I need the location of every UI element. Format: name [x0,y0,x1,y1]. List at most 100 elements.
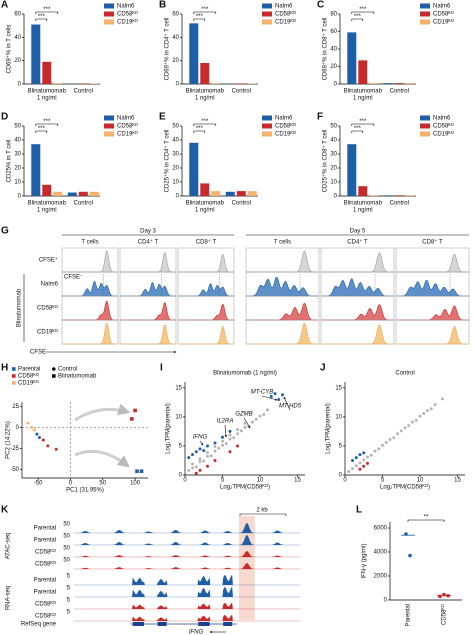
legend-label: CD58ᴷᴼ [18,373,39,380]
y-tick-label: 40 [14,35,21,41]
significance-bracket [351,130,364,133]
panel-label: C [317,0,324,11]
annotation: MT-CYB [251,390,273,396]
legend-marker [52,367,56,371]
point [206,444,209,448]
y-tick-label: 6000 [374,526,388,532]
gate-label: CFSE⁻ [64,275,83,281]
legend-label: CD19ᴷᴼ [275,131,296,138]
panel-label: J [320,363,326,374]
panel-label: D [1,112,8,123]
y-tick-label: 20 [330,166,337,172]
y-tick-label: 20 [14,166,21,172]
point [209,454,213,458]
row-label: CD19ᴷᴼ [37,329,58,336]
point [407,424,411,428]
histogram [178,283,234,297]
point [358,467,362,471]
pca-arrow [74,403,131,422]
point [429,407,433,411]
y-tick-label: 0 [384,598,388,604]
panel-label: E [159,112,166,123]
point [213,458,217,462]
exon [223,622,233,626]
exon [132,622,145,626]
y-tick-label: 30 [172,152,179,158]
annotation: IFNG [193,435,208,441]
point [130,417,134,421]
point [384,440,388,444]
category-label: Parental [406,604,412,626]
legend-label: CD19ᴷᴼ [117,19,138,26]
x-axis-label: PC1 (31.95%) [66,488,104,494]
point [206,450,209,454]
bar [236,191,246,196]
annotation-arrow [224,424,228,438]
point [366,461,369,465]
point [369,453,373,457]
point [221,443,224,447]
histogram [62,322,118,345]
significance-label: ** [424,515,429,521]
point [217,446,221,450]
point [213,441,217,445]
legend-label: CD19ᴷᴼ [18,380,39,387]
bar [247,191,257,196]
day-label: Day 5 [350,229,366,235]
y-tick-label: 50 [330,124,337,130]
point [236,428,239,432]
legend-label: Nalm6 [117,116,135,122]
significance-bracket [407,519,445,522]
point [358,453,362,457]
point [411,420,414,424]
point [213,449,217,453]
significance-label: *** [43,119,51,125]
point [414,418,418,422]
bar [31,144,41,196]
point [194,465,198,469]
bar [211,83,221,84]
track-signal [74,563,300,569]
y-tick-label: 10 [335,414,342,420]
histogram [321,304,394,321]
chart-title: Blinatumomab (1 ng/ml) [213,371,277,377]
y-axis-label: IFN-γ (pg/ml) [362,544,368,579]
significance-label: *** [38,14,46,20]
y-tick-label: 25 [12,404,19,410]
y-axis-label: PC2 (14.22%) [6,421,12,459]
legend-label: Control [58,367,77,373]
point [135,469,139,474]
point [37,435,41,439]
legend-swatch [104,131,114,137]
chart-title: Control [395,371,414,377]
y-tick-label: 30 [330,152,337,158]
bar [369,83,379,84]
x-tick-label: 10 [257,478,264,484]
bar [383,83,393,84]
bar [405,195,415,196]
category-label: Control [74,89,93,95]
bar [347,144,357,196]
point [187,468,191,472]
track-signal [74,535,300,545]
y-tick-label: 0 [179,473,183,479]
pca-arrow [74,449,130,468]
category-label: Blinatumomab [344,201,383,207]
legend-swatch [420,3,430,9]
point [187,456,191,460]
category-label: Control [390,89,409,95]
y-axis-label: Log₂TPM(parental) [326,403,332,454]
legend-swatch [12,374,16,378]
significance-label: *** [38,126,46,132]
category-label: Blinatumomab [344,89,383,95]
point [232,436,236,440]
y-tick-label: 5 [179,444,183,450]
row-group-label: Blinatumomab [17,288,23,327]
panel-label: H [1,363,8,374]
legend-label: Nalm6 [433,4,451,10]
significance-bracket [193,18,206,21]
legend-label: CD19ᴷᴼ [433,131,454,138]
x-tick-label: 5 [221,478,225,484]
point [243,421,247,425]
legend-swatch [420,115,430,121]
